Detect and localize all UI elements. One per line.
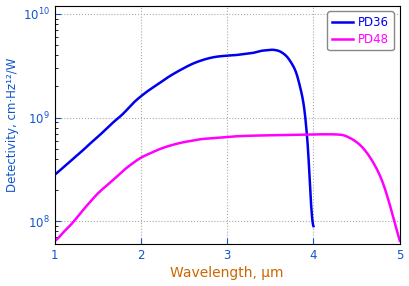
- PD36: [209, 56, 214, 59]
- PD36: [275, 49, 280, 52]
- PD48: [262, 134, 267, 137]
- PD48: [397, 239, 402, 243]
- PD48: [314, 133, 319, 136]
- PD48: [350, 138, 355, 141]
- Line: PD48: PD48: [54, 134, 400, 241]
- PD48: [52, 239, 57, 243]
- Line: PD36: PD36: [54, 50, 313, 226]
- Y-axis label: Detectivity, cm·Hz¹²/W: Detectivity, cm·Hz¹²/W: [6, 58, 18, 192]
- PD36: [202, 57, 207, 61]
- PD48: [272, 134, 277, 137]
- Legend: PD36, PD48: PD36, PD48: [328, 11, 394, 50]
- PD36: [248, 51, 253, 55]
- PD36: [269, 48, 274, 51]
- PD36: [311, 225, 316, 228]
- PD36: [217, 55, 222, 58]
- PD36: [68, 160, 73, 163]
- PD36: [52, 173, 57, 177]
- X-axis label: Wavelength, μm: Wavelength, μm: [171, 267, 284, 281]
- PD48: [73, 217, 78, 221]
- PD48: [252, 134, 257, 137]
- PD48: [324, 133, 329, 136]
